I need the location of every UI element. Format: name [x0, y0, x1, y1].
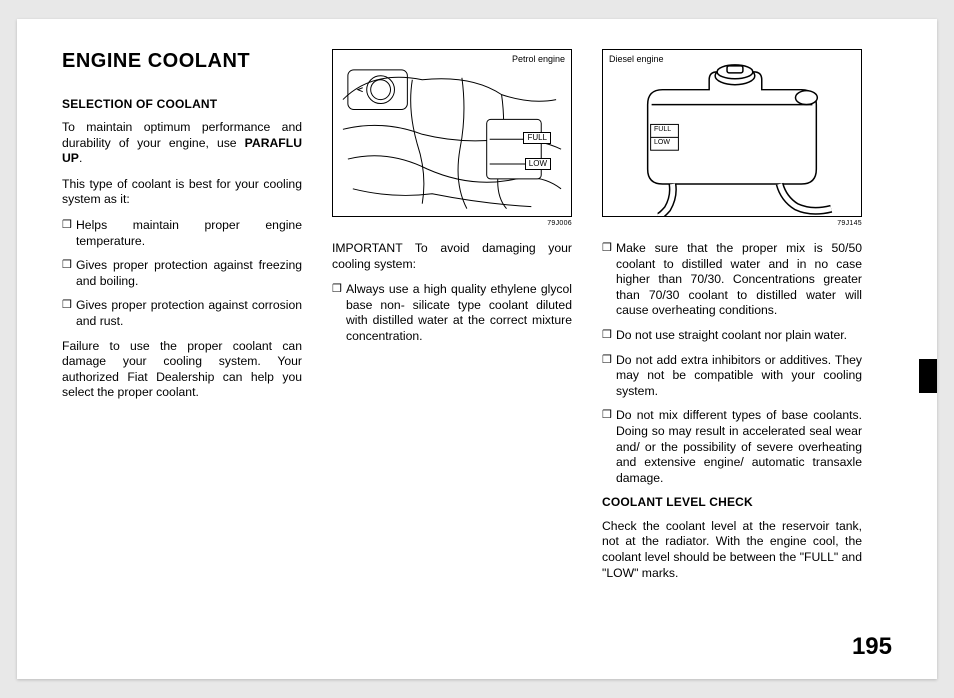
bullet-item: Do not use straight coolant nor plain wa…: [602, 328, 862, 344]
bullet-item: Do not mix different types of base coola…: [602, 408, 862, 486]
bullet-item: Do not add extra inhibitors or additives…: [602, 353, 862, 400]
bullet-item: Make sure that the proper mix is 50/50 c…: [602, 241, 862, 319]
paragraph: This type of coolant is best for your co…: [62, 177, 302, 208]
diesel-diagram-svg: [603, 50, 861, 217]
bullet-item: Gives proper protection against corrosio…: [62, 298, 302, 329]
figure-code: 79J145: [602, 220, 862, 229]
paragraph: Failure to use the proper coolant can da…: [62, 339, 302, 401]
content-columns: ENGINE COOLANT SELECTION OF COOLANT To m…: [62, 49, 892, 654]
paragraph: To maintain optimum performance and dura…: [62, 120, 302, 167]
figure-petrol-engine: Petrol engine: [332, 49, 572, 217]
paragraph: Check the coolant level at the reservoir…: [602, 519, 862, 581]
paragraph-important: IMPORTANT To avoid damaging your cooling…: [332, 241, 572, 272]
page-number: 195: [852, 633, 892, 661]
figure-diesel-engine: Diesel engine: [602, 49, 862, 217]
page-title: ENGINE COOLANT: [62, 49, 302, 75]
column-1: ENGINE COOLANT SELECTION OF COOLANT To m…: [62, 49, 302, 654]
bullet-item: Always use a high quality ethylene glyco…: [332, 282, 572, 344]
text: .: [79, 151, 82, 165]
manual-page: ENGINE COOLANT SELECTION OF COOLANT To m…: [17, 19, 937, 679]
section-tab: [919, 359, 937, 393]
column-3: Diesel engine: [602, 49, 862, 654]
bullet-item: Gives proper protection against freezing…: [62, 258, 302, 289]
low-mark: LOW: [525, 158, 551, 170]
column-2: Petrol engine: [332, 49, 572, 654]
section-heading-level-check: COOLANT LEVEL CHECK: [602, 495, 862, 510]
full-mark: FULL: [523, 132, 551, 144]
low-mark: LOW: [653, 139, 671, 146]
figure-code: 79J006: [332, 220, 572, 229]
full-mark: FULL: [653, 126, 672, 133]
section-heading-selection: SELECTION OF COOLANT: [62, 97, 302, 112]
bullet-item: Helps maintain proper engine temperature…: [62, 218, 302, 249]
